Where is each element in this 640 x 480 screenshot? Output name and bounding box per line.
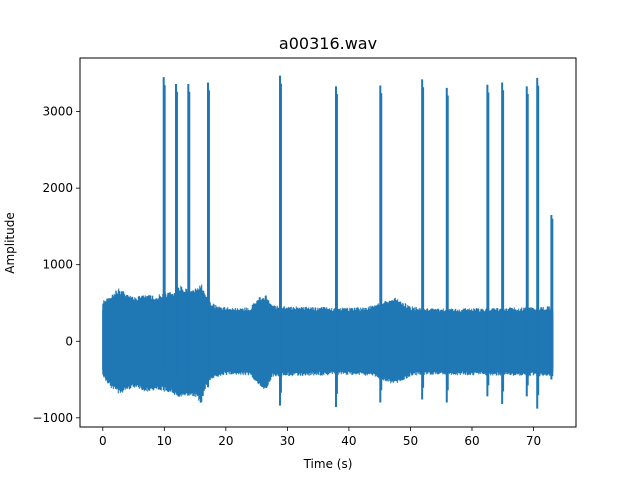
spike-6 bbox=[335, 86, 338, 408]
spike-11 bbox=[501, 82, 505, 405]
axes-frame bbox=[79, 57, 577, 428]
x-tick-label: 50 bbox=[403, 434, 418, 448]
y-tick-label: 3000 bbox=[42, 105, 73, 119]
x-tick-label: 40 bbox=[341, 434, 356, 448]
spike-8 bbox=[421, 79, 425, 400]
x-tick-label: 60 bbox=[464, 434, 479, 448]
spike-13 bbox=[536, 77, 540, 409]
chart-title: a00316.wav bbox=[279, 34, 377, 53]
spike-14 bbox=[550, 214, 554, 380]
x-tick-label: 20 bbox=[218, 434, 233, 448]
x-axis-label: Time (s) bbox=[303, 457, 353, 471]
y-axis: −1000 0 1000 2000 3000 bbox=[32, 105, 80, 425]
plot-area bbox=[102, 75, 554, 409]
spike-7 bbox=[379, 85, 383, 403]
x-tick-label: 0 bbox=[99, 434, 107, 448]
y-tick-label: 1000 bbox=[42, 258, 73, 272]
spike-9 bbox=[445, 87, 449, 403]
spike-4 bbox=[207, 82, 210, 388]
spike-10 bbox=[486, 84, 490, 397]
spike-2 bbox=[175, 84, 178, 389]
signal-series bbox=[102, 75, 554, 409]
x-tick-label: 30 bbox=[280, 434, 295, 448]
y-tick-label: 0 bbox=[65, 334, 73, 348]
x-tick-label: 70 bbox=[526, 434, 541, 448]
y-axis-label: Amplitude bbox=[3, 212, 17, 274]
x-tick-label: 10 bbox=[157, 434, 172, 448]
y-tick-label: 2000 bbox=[42, 181, 73, 195]
spike-3 bbox=[187, 84, 191, 395]
spike-12 bbox=[525, 86, 529, 397]
x-axis: 0 10 20 30 40 50 60 70 bbox=[99, 427, 541, 448]
spike-1 bbox=[162, 77, 166, 374]
y-tick-label: −1000 bbox=[32, 411, 73, 425]
spike-5 bbox=[279, 75, 282, 406]
